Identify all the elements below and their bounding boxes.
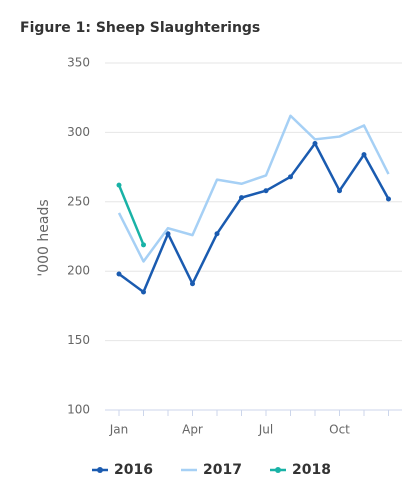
y-tick-label: 350 [67,56,90,70]
point [190,281,195,287]
x-tick-label: Oct [329,423,350,437]
point [263,188,269,194]
point [214,231,220,237]
x-tick-label: Jul [258,423,273,437]
legend-label: 2018 [292,462,331,478]
y-tick-label: 100 [67,403,90,417]
series-line [117,114,390,263]
legend-marker [97,467,103,473]
y-tick-label: 250 [67,194,90,208]
point [116,182,122,188]
x-tick-label: Jan [109,423,129,437]
point [288,174,293,180]
point [239,195,244,201]
y-tick-label: 150 [67,333,90,347]
point [141,289,146,295]
legend-label: 2016 [114,462,153,478]
chart-title: Figure 1: Sheep Slaughterings [20,20,260,36]
y-tick-label: 200 [67,264,90,278]
x-tick-label: Apr [182,423,203,437]
point [165,231,171,237]
point [312,141,318,147]
point [141,242,146,248]
point [116,271,122,277]
legend-marker [275,467,281,473]
series-line [117,184,145,246]
y-axis-label: '000 heads [36,199,52,276]
point [386,196,391,202]
y-tick-label: 300 [67,125,90,139]
legend-label: 2017 [203,462,242,478]
series-line [118,142,390,294]
point [361,152,367,158]
point [337,188,342,194]
